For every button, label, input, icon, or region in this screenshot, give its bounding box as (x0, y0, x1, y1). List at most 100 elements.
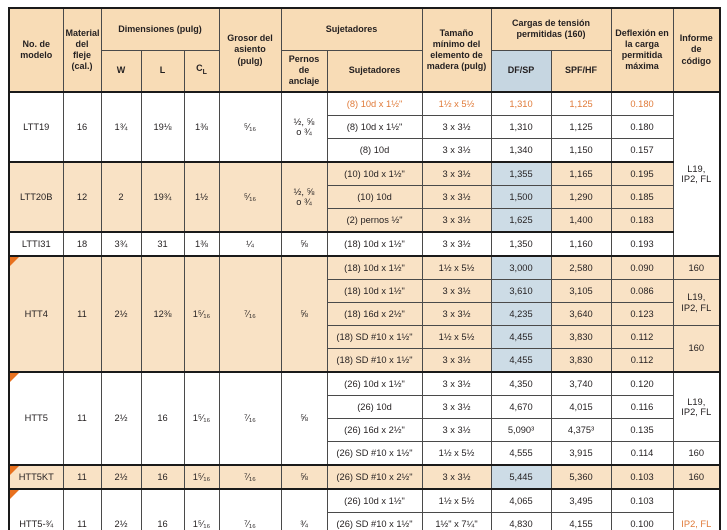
anchor-bolt-cell: ¾ (280, 488, 328, 530)
model-label: LTT19 (23, 121, 50, 132)
table-row: HTT5KT 11 2½ 16 1⁵⁄₁₆ ⁷⁄₁₆ ⅝ (26) SD #10 x 2½" 3… (8, 464, 721, 490)
col-header-anchor-bolts: Pernos de anclaje (280, 49, 328, 93)
table-row: (26) SD #10 x 1½" 1½" x 7¼" 4,830 4,155 0.10… (9, 512, 720, 530)
fastener-cell: (10) 10d x 1½" (326, 161, 423, 186)
fastener-cell: (8) 10d x 1½" (326, 91, 423, 116)
width-cell: 3¾ (100, 231, 142, 257)
model-label: HTT4 (24, 308, 48, 319)
col-header-dfsp: DF/SP (490, 49, 552, 93)
dfsp-load-cell: 4,350 (490, 371, 552, 396)
spfhf-load-cell: 3,640 (550, 302, 612, 326)
anchor-bolt-cell: ½, ⅝ o ¾ (280, 161, 328, 233)
dfsp-load-cell: 5,445 (490, 464, 552, 490)
deflection-cell: 0.112 (610, 325, 674, 349)
table-header: No. de modelo Material del fleje (cal.) … (8, 7, 721, 93)
col-header-material: Material del fleje (cal.) (62, 7, 102, 93)
wood-size-cell: 3 x 3½ (421, 208, 492, 233)
length-cell: 16 (140, 464, 185, 490)
spfhf-load-cell: 3,740 (550, 371, 612, 396)
fastener-cell: (8) 10d x 1½" (326, 115, 423, 139)
col-header-l: L (140, 49, 185, 93)
seat-thickness-cell: ⁷⁄₁₆ (218, 371, 282, 466)
wood-size-cell: 1½ x 5½ (421, 255, 492, 280)
table-row: (10) 10d 3 x 3½ 1,500 1,290 0.185 (9, 185, 720, 209)
dfsp-load-cell: 1,310 (490, 91, 552, 116)
fastener-cell: (26) SD #10 x 2½" (326, 464, 423, 490)
table-body: LTT19 16 1¾ 19⅛ 1⅜ ⁵⁄₁₆ ½, ⅝ o ¾ (8) 10d x 1½" 1… (8, 91, 721, 530)
cl-cell: 1⁵⁄₁₆ (183, 255, 220, 373)
deflection-cell: 0.193 (610, 231, 674, 257)
dfsp-load-cell: 4,235 (490, 302, 552, 326)
table-row: (18) 10d x 1½" 3 x 3½ 3,610 3,105 0.086 L19, … (9, 279, 721, 326)
anchor-bolt-cell: ⅝ (280, 464, 328, 490)
anchor-bolt-cell: ⅝ (280, 255, 328, 373)
gauge-cell: 12 (62, 161, 102, 233)
deflection-cell: 0.135 (610, 418, 674, 442)
wood-size-cell: 3 x 3½ (421, 348, 492, 373)
model-cell: HTT5 (8, 371, 64, 466)
seat-thickness-cell: ¼ (218, 231, 282, 257)
spfhf-load-cell: 1,150 (550, 138, 612, 163)
table-row: HTT5 11 2½ 16 1⁵⁄₁₆ ⁷⁄₁₆ ⅝ (26) 10d x 1½" 3 x 3½… (8, 371, 721, 466)
code-report-cell: L19, IP2, FL (672, 371, 721, 442)
spfhf-load-cell: 4,375³ (550, 418, 612, 442)
table-row: HTT4 11 2½ 12⅜ 1⁵⁄₁₆ ⁷⁄₁₆ ⅝ (18) 10d x 1½" 1½ x … (8, 255, 721, 373)
col-header-w: W (100, 49, 142, 93)
wood-size-cell: 3 x 3½ (421, 161, 492, 186)
fastener-cell: (26) SD #10 x 1½" (326, 512, 423, 530)
cl-cell: 1⅜ (183, 91, 220, 163)
wood-size-cell: 1½ x 5½ (421, 91, 492, 116)
corner-triangle-icon (10, 467, 19, 475)
spfhf-load-cell: 1,160 (550, 231, 612, 257)
wood-size-cell: 3 x 3½ (421, 279, 492, 303)
deflection-cell: 0.183 (610, 208, 674, 233)
model-label: HTT5KT (18, 471, 54, 482)
model-label: HTT5 (24, 413, 48, 424)
table-row: (8) 10d 3 x 3½ 1,340 1,150 0.157 (9, 138, 720, 163)
table-row: HTT5-¾ 11 2½ 16 1⁵⁄₁₆ ⁷⁄₁₆ ¾ (26) 10d x 1½" 1½ x… (8, 488, 721, 530)
code-report-cell: 160 (672, 441, 721, 466)
model-label: HTT5-¾ (19, 518, 54, 529)
code-report-cell: 160 (672, 325, 721, 373)
spfhf-load-cell: 3,495 (550, 488, 612, 513)
deflection-cell: 0.100 (610, 512, 674, 530)
wood-size-cell: 1½" x 7¼" (421, 512, 492, 530)
cl-cell: 1½ (183, 161, 220, 233)
col-header-cl: CL (183, 49, 220, 93)
spfhf-load-cell: 1,165 (550, 161, 612, 186)
model-cell: LTTI31 (8, 231, 64, 257)
fastener-cell: (2) pernos ½" (326, 208, 423, 233)
seat-thickness-cell: ⁵⁄₁₆ (218, 91, 282, 163)
deflection-cell: 0.086 (610, 279, 674, 303)
table-row: (18) SD #10 x 1½" 1½ x 5½ 4,455 3,830 0.112 1… (9, 325, 721, 373)
gauge-cell: 11 (62, 488, 102, 530)
fastener-cell: (8) 10d (326, 138, 423, 163)
model-label: LTT20B (20, 191, 53, 202)
anchor-bolt-cell: ½, ⅝ o ¾ (280, 91, 328, 163)
model-cell: HTT5-¾ (8, 488, 64, 530)
spfhf-load-cell: 1,290 (550, 185, 612, 209)
gauge-cell: 16 (62, 91, 102, 163)
dfsp-load-cell: 1,340 (490, 138, 552, 163)
dfsp-load-cell: 4,830 (490, 512, 552, 530)
gauge-cell: 11 (62, 255, 102, 373)
table-row: (26) SD #10 x 1½" 1½ x 5½ 4,555 3,915 0.114 1… (9, 441, 721, 466)
wood-size-cell: 3 x 3½ (421, 464, 492, 490)
deflection-cell: 0.114 (610, 441, 674, 466)
length-cell: 16 (140, 488, 185, 530)
wood-size-cell: 3 x 3½ (421, 185, 492, 209)
wood-size-cell: 3 x 3½ (421, 302, 492, 326)
code-report-cell: L19, IP2, FL (672, 91, 721, 257)
col-header-deflection: Deflexión en la carga permitida máxima (610, 7, 674, 93)
gauge-cell: 18 (62, 231, 102, 257)
dfsp-load-cell: 1,310 (490, 115, 552, 139)
spfhf-load-cell: 5,360 (550, 464, 612, 490)
wood-size-cell: 3 x 3½ (421, 418, 492, 442)
code-report-cell: 160 (672, 255, 721, 280)
fastener-cell: (26) SD #10 x 1½" (326, 441, 423, 466)
deflection-cell: 0.116 (610, 395, 674, 419)
deflection-cell: 0.123 (610, 302, 674, 326)
spfhf-load-cell: 2,580 (550, 255, 612, 280)
deflection-cell: 0.157 (610, 138, 674, 163)
table-row: LTT20B 12 2 19¾ 1½ ⁵⁄₁₆ ½, ⅝ o ¾ (10) 10d x 1½"… (8, 161, 720, 233)
